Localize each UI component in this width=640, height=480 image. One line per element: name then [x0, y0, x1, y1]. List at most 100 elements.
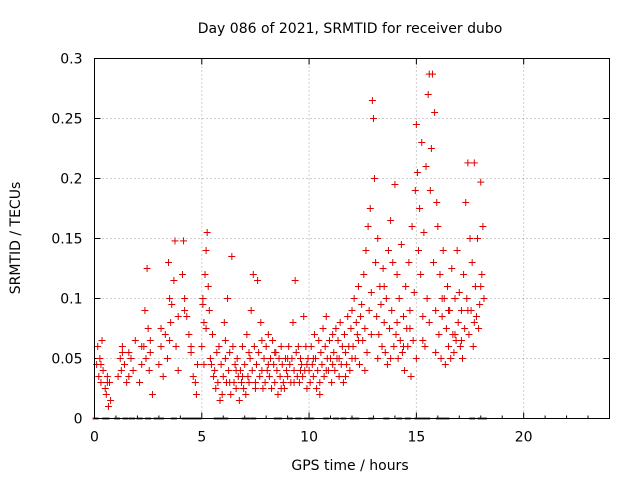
- data-point: [318, 361, 326, 368]
- data-point: [237, 379, 245, 386]
- data-point: [209, 331, 217, 338]
- data-point: [445, 343, 453, 350]
- data-point: [248, 367, 256, 374]
- data-point: [464, 307, 472, 314]
- data-point: [382, 295, 390, 302]
- data-point: [271, 379, 279, 386]
- data-point: [159, 373, 167, 380]
- data-point: [199, 301, 207, 308]
- data-point: [144, 325, 152, 332]
- data-point: [480, 295, 488, 302]
- data-point: [456, 343, 464, 350]
- data-point: [461, 325, 469, 332]
- data-point: [253, 361, 261, 368]
- data-point: [185, 331, 193, 338]
- data-point: [343, 361, 351, 368]
- data-point: [202, 325, 210, 332]
- data-point: [421, 343, 429, 350]
- data-point: [114, 373, 122, 380]
- data-point: [357, 313, 365, 320]
- data-point: [457, 307, 465, 314]
- data-point: [402, 283, 410, 290]
- data-point: [469, 343, 477, 350]
- y-tick-label: 0.2: [60, 172, 82, 188]
- data-point: [262, 343, 270, 350]
- data-point: [167, 319, 175, 326]
- data-point: [314, 367, 322, 374]
- data-point: [364, 223, 372, 230]
- data-point: [388, 307, 396, 314]
- data-point: [406, 325, 414, 332]
- data-point: [391, 181, 399, 188]
- data-point: [450, 349, 458, 356]
- data-point: [265, 373, 273, 380]
- data-point: [454, 319, 462, 326]
- data-point: [138, 343, 146, 350]
- data-point: [321, 343, 329, 350]
- data-point: [191, 379, 199, 386]
- data-point: [361, 367, 369, 374]
- data-point: [375, 331, 383, 338]
- data-point: [435, 331, 443, 338]
- data-point: [466, 235, 474, 242]
- data-point: [353, 331, 361, 338]
- data-point: [424, 91, 432, 98]
- data-point: [340, 331, 348, 338]
- data-point: [243, 331, 251, 338]
- data-point: [256, 373, 264, 380]
- data-point: [145, 367, 153, 374]
- y-tick-label: 0.1: [60, 292, 82, 308]
- data-point: [283, 367, 291, 374]
- grid-lines: [94, 58, 610, 419]
- data-point: [246, 355, 254, 362]
- data-point: [372, 259, 380, 266]
- data-point: [393, 319, 401, 326]
- data-point: [386, 325, 394, 332]
- data-point: [274, 391, 282, 398]
- data-point: [221, 337, 229, 344]
- data-point: [157, 325, 165, 332]
- data-point: [219, 373, 227, 380]
- data-point: [332, 325, 340, 332]
- data-point: [371, 175, 379, 182]
- data-point: [338, 343, 346, 350]
- data-point: [200, 319, 208, 326]
- data-point: [125, 349, 133, 356]
- data-point: [187, 349, 195, 356]
- data-point: [103, 379, 111, 386]
- data-point: [232, 367, 240, 374]
- data-point: [300, 313, 308, 320]
- data-point: [330, 349, 338, 356]
- data-point: [395, 295, 403, 302]
- data-point: [445, 307, 453, 314]
- data-point: [350, 295, 358, 302]
- data-point: [161, 331, 169, 338]
- data-point: [344, 313, 352, 320]
- data-point: [390, 343, 398, 350]
- data-point: [412, 355, 420, 362]
- data-point: [123, 379, 131, 386]
- data-point: [200, 361, 208, 368]
- data-point: [406, 307, 414, 314]
- data-point: [362, 247, 370, 254]
- data-point: [146, 337, 154, 344]
- data-point: [157, 343, 165, 350]
- x-tick-labels: 0 5 10 15 20: [90, 430, 533, 446]
- data-point: [329, 361, 337, 368]
- data-point: [365, 307, 373, 314]
- data-point: [213, 349, 221, 356]
- data-point: [277, 385, 285, 392]
- data-point: [322, 367, 330, 374]
- data-point: [168, 301, 176, 308]
- data-point: [127, 355, 135, 362]
- data-point: [142, 355, 150, 362]
- data-point: [180, 237, 188, 245]
- data-point: [441, 361, 449, 368]
- x-tick-label: 5: [197, 430, 206, 446]
- data-point: [381, 349, 389, 356]
- data-point: [447, 355, 455, 362]
- data-point: [239, 343, 247, 350]
- data-point: [336, 319, 344, 326]
- data-point: [380, 319, 388, 326]
- data-point: [278, 361, 286, 368]
